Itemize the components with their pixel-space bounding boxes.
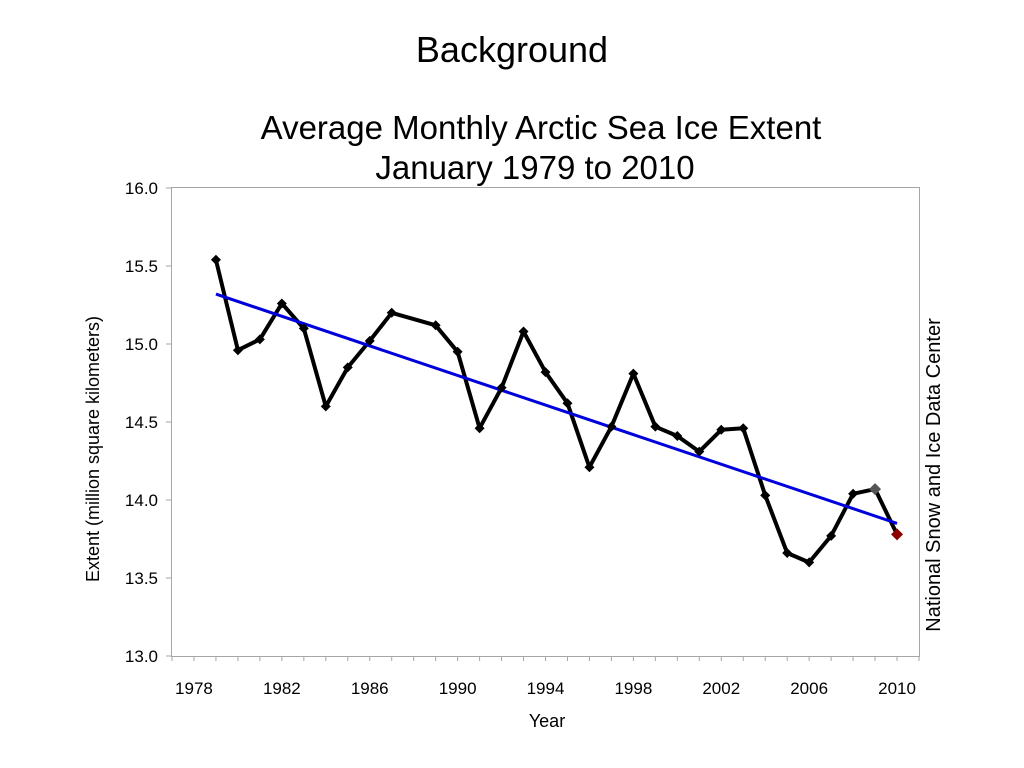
data-point-marker bbox=[342, 362, 353, 373]
x-tick-label: 1990 bbox=[439, 679, 477, 698]
data-point-marker bbox=[738, 423, 749, 434]
extent-series-line bbox=[213, 257, 899, 565]
data-point-marker bbox=[386, 307, 397, 318]
data-point-marker bbox=[869, 483, 882, 496]
data-point-marker bbox=[826, 530, 837, 541]
data-point-marker bbox=[694, 446, 705, 457]
data-point-marker bbox=[298, 323, 309, 334]
chart-title-line1: Average Monthly Arctic Sea Ice Extent bbox=[261, 109, 822, 146]
x-tick-label: 2010 bbox=[878, 679, 916, 698]
x-tick-label: 1986 bbox=[351, 679, 389, 698]
y-tick-label: 13.0 bbox=[125, 647, 158, 666]
data-point-marker bbox=[606, 421, 617, 432]
data-point-marker bbox=[716, 424, 727, 435]
data-point-marker bbox=[430, 320, 441, 331]
x-tick-label: 1982 bbox=[263, 679, 301, 698]
data-point-marker bbox=[496, 382, 507, 393]
x-tick-label: 1994 bbox=[527, 679, 565, 698]
x-tick-label: 1998 bbox=[614, 679, 652, 698]
data-point-marker bbox=[804, 557, 815, 568]
data-point-marker bbox=[364, 335, 375, 346]
x-tick-label: 1978 bbox=[175, 679, 213, 698]
data-point-marker bbox=[232, 345, 243, 356]
x-tick-label: 2006 bbox=[790, 679, 828, 698]
y-axis-ticks: 13.0 13.5 14.0 14.5 15.0 15.5 16.0 bbox=[125, 179, 172, 666]
y-tick-label: 15.5 bbox=[125, 257, 158, 276]
slide-title: Background bbox=[415, 29, 609, 70]
data-point-marker bbox=[562, 398, 573, 409]
y-tick-label: 15.0 bbox=[125, 335, 158, 354]
chart-title-line2: January 1979 to 2010 bbox=[375, 149, 694, 186]
data-point-marker bbox=[782, 548, 793, 559]
series-layer bbox=[210, 254, 904, 568]
data-point-marker bbox=[848, 488, 859, 499]
y-tick-label: 13.5 bbox=[125, 569, 158, 588]
y-tick-label: 14.0 bbox=[125, 491, 158, 510]
data-point-marker bbox=[276, 298, 287, 309]
data-point-marker bbox=[452, 346, 463, 357]
data-point-marker bbox=[474, 423, 485, 434]
y-tick-label: 14.5 bbox=[125, 413, 158, 432]
data-point-marker bbox=[210, 254, 221, 265]
data-point-marker bbox=[650, 421, 661, 432]
data-point-marker bbox=[254, 334, 265, 345]
data-point-marker bbox=[628, 368, 639, 379]
x-axis-title: Year bbox=[529, 711, 565, 731]
x-axis-ticks: 1978 1982 1986 1990 1994 1998 2002 2006 2010 bbox=[171, 656, 920, 698]
data-point-marker bbox=[584, 462, 595, 473]
data-point-marker bbox=[540, 367, 551, 378]
data-point-marker bbox=[320, 401, 331, 412]
source-credit: National Snow and Ice Data Center bbox=[923, 318, 945, 632]
y-axis-title: Extent (million square kilometers) bbox=[83, 316, 103, 582]
y-tick-label: 16.0 bbox=[125, 179, 158, 198]
plot-area bbox=[171, 187, 920, 657]
data-point-marker bbox=[891, 528, 904, 541]
data-point-marker bbox=[518, 326, 529, 337]
data-point-marker bbox=[672, 431, 683, 442]
x-tick-label: 2002 bbox=[702, 679, 740, 698]
trend-line bbox=[215, 292, 898, 525]
data-point-marker bbox=[760, 490, 771, 501]
